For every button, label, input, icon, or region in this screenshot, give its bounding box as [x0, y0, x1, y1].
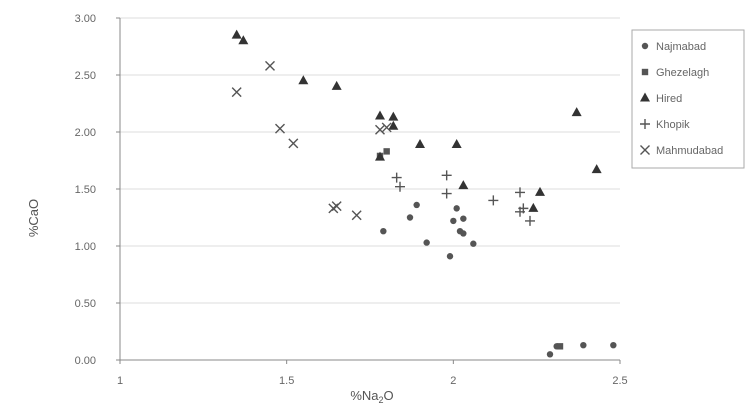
y-axis-title: %CaO	[26, 199, 41, 237]
gridlines	[120, 17, 620, 304]
y-tick-labels: 0.00 0.50 1.00 1.50 2.00 2.50 3.00	[75, 13, 96, 367]
y-tick-label: 1.00	[75, 241, 96, 253]
point-hired	[388, 120, 399, 130]
x-tick-label: 2	[450, 375, 456, 387]
point-khopik	[488, 195, 499, 206]
point-hired	[375, 110, 385, 120]
legend-label-khopik: Khopik	[656, 119, 690, 131]
legend-marker-khopik	[640, 119, 650, 129]
data-points	[231, 29, 617, 358]
point-najmabad	[406, 214, 414, 221]
point-najmabad	[450, 217, 457, 225]
legend-marker-najmabad	[641, 42, 649, 50]
legend: Najmabad Ghezelagh Hired Khopik Mahmudabad	[631, 29, 745, 169]
point-najmabad	[610, 341, 617, 349]
point-khopik	[391, 172, 402, 183]
point-khopik	[441, 170, 452, 181]
point-mahmudabad	[331, 201, 342, 212]
point-hired	[528, 202, 539, 212]
point-mahmudabad	[275, 123, 285, 134]
legend-label-najmabad: Najmabad	[656, 41, 706, 53]
point-najmabad	[580, 341, 587, 349]
point-khopik	[515, 187, 525, 198]
point-hired	[458, 180, 469, 190]
point-mahmudabad	[381, 122, 392, 133]
x-tick-labels: 1 1.5 2 2.5	[117, 375, 628, 387]
point-hired	[331, 80, 342, 90]
legend-marker-hired	[640, 92, 650, 102]
point-najmabad	[380, 227, 387, 235]
point-najmabad	[453, 205, 460, 212]
point-ghezelagh	[383, 148, 390, 155]
point-mahmudabad	[351, 210, 362, 221]
legend-label-hired: Hired	[656, 93, 682, 105]
point-khopik	[395, 181, 405, 192]
point-ghezelagh	[556, 343, 564, 350]
y-tick-label: 1.50	[75, 184, 96, 196]
point-hired	[451, 139, 462, 149]
point-najmabad	[413, 201, 420, 209]
point-najmabad	[446, 253, 454, 260]
point-hired	[388, 111, 399, 121]
y-tick-label: 2.50	[75, 70, 96, 82]
x-axis-title-base: %Na	[350, 388, 379, 403]
point-hired	[298, 75, 309, 85]
legend-marker-mahmudabad	[640, 145, 650, 155]
y-tick-label: 2.00	[75, 127, 96, 139]
point-najmabad	[460, 230, 467, 237]
point-najmabad	[423, 239, 430, 246]
point-hired	[375, 151, 385, 161]
legend-label-mahmudabad: Mahmudabad	[656, 145, 723, 157]
point-khopik	[518, 203, 529, 214]
legend-box	[631, 29, 745, 169]
legend-label-ghezelagh: Ghezelagh	[656, 67, 709, 79]
point-najmabad	[470, 240, 477, 247]
x-axis-title-tail: O	[384, 388, 394, 403]
x-tick-label: 1.5	[279, 375, 294, 387]
x-tick-label: 1	[117, 375, 123, 387]
y-tick-label: 3.00	[75, 13, 96, 25]
point-hired	[231, 29, 242, 39]
point-najmabad	[460, 215, 467, 222]
y-tick-label: 0.00	[75, 355, 96, 367]
point-hired	[571, 107, 582, 117]
point-mahmudabad	[265, 60, 275, 71]
point-hired	[591, 164, 602, 174]
point-hired	[415, 139, 425, 149]
point-khopik	[441, 188, 452, 199]
point-hired	[238, 35, 249, 45]
point-mahmudabad	[231, 87, 242, 98]
point-hired	[535, 186, 545, 196]
axes	[116, 17, 621, 364]
x-axis-title: %Na2O	[350, 388, 393, 405]
legend-marker-ghezelagh	[641, 68, 649, 76]
y-tick-label: 0.50	[75, 298, 96, 310]
x-axis-title-sub: 2	[379, 395, 384, 405]
point-khopik	[525, 215, 535, 226]
point-mahmudabad	[288, 138, 299, 149]
x-tick-label: 2.5	[612, 375, 627, 387]
point-najmabad	[546, 351, 554, 358]
point-mahmudabad	[375, 124, 385, 135]
